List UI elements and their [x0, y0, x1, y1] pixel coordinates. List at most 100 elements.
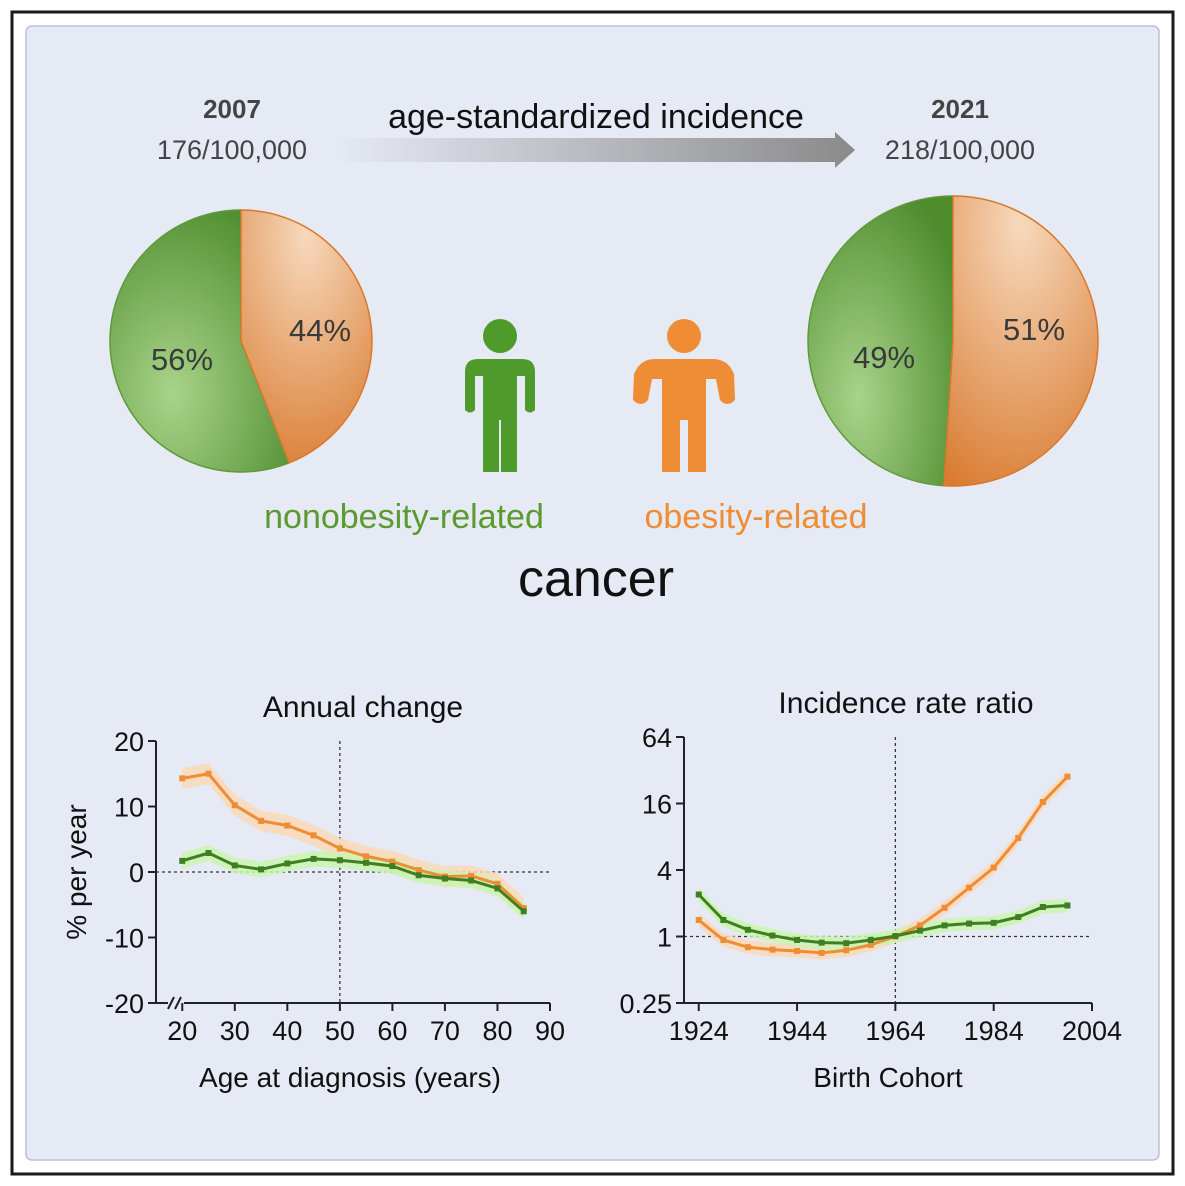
data-point-obesity — [336, 845, 343, 852]
x-tick-label: 2004 — [1062, 1016, 1122, 1046]
left-year: 2007 — [203, 94, 261, 124]
y-tick-label: 10 — [114, 793, 144, 823]
data-point-obesity — [744, 944, 751, 951]
data-point-obesity — [494, 880, 501, 887]
pie-label-obesity: 51% — [1003, 312, 1065, 347]
data-point-obesity — [179, 775, 186, 782]
y-axis-label: % per year — [61, 804, 92, 939]
y-tick-label: 64 — [642, 723, 672, 753]
data-point-nonobesity — [231, 862, 238, 869]
data-point-obesity — [363, 853, 370, 860]
pie-slice-obesity — [943, 195, 1099, 487]
series-line-nonobesity — [697, 893, 1068, 945]
incidence-rate-ratio-chart: Incidence rate ratio 0.25 1 4 16 64 1924 1944 19… — [619, 687, 1122, 1093]
right-year: 2021 — [931, 94, 989, 124]
arrow-label: age-standardized incidence — [388, 98, 804, 136]
data-point-nonobesity — [744, 926, 751, 933]
data-point-nonobesity — [179, 857, 186, 864]
x-tick-label: 90 — [535, 1016, 565, 1046]
pie-chart-2021: 49% 51% — [807, 195, 1099, 487]
data-point-nonobesity — [966, 920, 973, 927]
data-point-nonobesity — [205, 850, 212, 857]
data-point-nonobesity — [794, 936, 801, 943]
data-point-nonobesity — [990, 919, 997, 926]
x-tick-label: 1924 — [669, 1016, 729, 1046]
chart-title: Incidence rate ratio — [778, 687, 1033, 720]
pie-label-obesity: 44% — [289, 313, 351, 348]
data-point-nonobesity — [843, 940, 850, 947]
data-point-nonobesity — [1064, 902, 1071, 909]
data-point-nonobesity — [389, 863, 396, 870]
left-rate: 176/100,000 — [157, 135, 307, 165]
data-point-obesity — [916, 922, 923, 929]
x-tick-label: 1984 — [964, 1016, 1024, 1046]
data-point-obesity — [389, 858, 396, 865]
pie-slice-obesity — [240, 209, 373, 464]
y-tick-label: 0.25 — [619, 989, 672, 1019]
data-point-obesity — [258, 817, 265, 824]
y-tick-label: -10 — [105, 924, 144, 954]
data-point-obesity — [843, 947, 850, 954]
data-point-obesity — [284, 822, 291, 829]
series-line-obesity — [697, 775, 1069, 955]
y-tick-label: 20 — [114, 727, 144, 757]
nonobesity-label: nonobesity-related — [264, 498, 544, 536]
annual-change-chart: Annual change -20 -10 0 10 20 20 30 40 50 60 70 80 90… — [61, 691, 565, 1093]
x-tick-label: 50 — [325, 1016, 355, 1046]
x-axis-label: Birth Cohort — [813, 1062, 963, 1093]
cancer-title: cancer — [518, 550, 674, 608]
data-point-obesity — [794, 947, 801, 954]
data-point-nonobesity — [695, 891, 702, 898]
data-point-nonobesity — [1015, 914, 1022, 921]
right-rate: 218/100,000 — [885, 135, 1035, 165]
data-point-obesity — [310, 832, 317, 839]
x-tick-label: 30 — [220, 1016, 250, 1046]
data-point-nonobesity — [941, 922, 948, 929]
confidence-band-nonobesity — [698, 887, 1068, 950]
x-tick-label: 80 — [482, 1016, 512, 1046]
pie-chart-2007: 56% 44% — [109, 209, 373, 473]
x-tick-label: 1944 — [767, 1016, 827, 1046]
y-tick-label: 0 — [129, 858, 144, 888]
data-point-obesity — [1015, 834, 1022, 841]
data-point-nonobesity — [769, 932, 776, 939]
data-point-nonobesity — [363, 859, 370, 866]
pie-slice-nonobesity — [109, 209, 291, 473]
y-tick-label: -20 — [105, 989, 144, 1019]
person-green-icon — [465, 319, 535, 472]
x-tick-label: 60 — [377, 1016, 407, 1046]
data-point-nonobesity — [1039, 903, 1046, 910]
axis-break-mark — [174, 996, 182, 1010]
x-tick-label: 20 — [167, 1016, 197, 1046]
obesity-label: obesity-related — [644, 498, 867, 536]
x-tick-label: 70 — [430, 1016, 460, 1046]
data-point-obesity — [205, 770, 212, 777]
y-tick-label: 4 — [657, 856, 672, 886]
data-point-obesity — [818, 949, 825, 956]
data-point-obesity — [520, 905, 527, 912]
data-point-nonobesity — [520, 908, 527, 915]
data-point-obesity — [1039, 799, 1046, 806]
data-point-nonobesity — [867, 936, 874, 943]
person-orange-icon — [633, 319, 735, 472]
data-point-nonobesity — [468, 877, 475, 884]
pie-label-nonobesity: 49% — [853, 340, 915, 375]
data-point-obesity — [720, 936, 727, 943]
data-point-nonobesity — [415, 872, 422, 879]
data-point-obesity — [966, 884, 973, 891]
pie-slice-nonobesity — [807, 195, 954, 487]
x-tick-label: 1964 — [865, 1016, 925, 1046]
data-point-nonobesity — [258, 866, 265, 873]
x-tick-label: 40 — [272, 1016, 302, 1046]
data-point-obesity — [769, 946, 776, 953]
data-point-nonobesity — [818, 939, 825, 946]
data-point-obesity — [695, 917, 702, 924]
confidence-band-nonobesity — [182, 845, 524, 920]
series-line-nonobesity — [181, 851, 525, 913]
y-tick-label: 1 — [657, 923, 672, 953]
data-point-obesity — [468, 872, 475, 879]
data-point-nonobesity — [441, 875, 448, 882]
data-point-nonobesity — [310, 855, 317, 862]
pie-label-nonobesity: 56% — [151, 342, 213, 377]
